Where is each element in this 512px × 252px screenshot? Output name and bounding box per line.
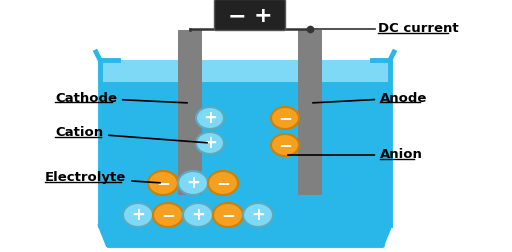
Ellipse shape: [271, 134, 299, 156]
Text: −: −: [216, 174, 230, 192]
Text: +: +: [253, 6, 272, 26]
Ellipse shape: [196, 107, 224, 129]
Polygon shape: [100, 60, 390, 245]
Text: −: −: [156, 174, 170, 192]
Ellipse shape: [153, 203, 183, 227]
Ellipse shape: [208, 171, 238, 195]
Text: Cathode: Cathode: [55, 91, 187, 105]
Text: −: −: [278, 109, 292, 127]
Ellipse shape: [271, 107, 299, 129]
Ellipse shape: [243, 203, 273, 227]
Ellipse shape: [213, 203, 243, 227]
Ellipse shape: [123, 203, 153, 227]
Text: +: +: [203, 134, 217, 152]
Bar: [178, 30, 202, 195]
Text: −: −: [161, 206, 175, 224]
Text: Electrolyte: Electrolyte: [45, 172, 160, 184]
Text: −: −: [228, 6, 246, 26]
Text: +: +: [186, 174, 200, 192]
Text: +: +: [203, 109, 217, 127]
Text: −: −: [278, 136, 292, 154]
Text: Anode: Anode: [313, 91, 428, 105]
Ellipse shape: [196, 132, 224, 154]
Polygon shape: [100, 60, 390, 82]
Ellipse shape: [178, 171, 208, 195]
Ellipse shape: [148, 171, 178, 195]
Text: +: +: [191, 206, 205, 224]
Text: Anion: Anion: [288, 148, 423, 162]
Text: −: −: [221, 206, 235, 224]
Ellipse shape: [183, 203, 213, 227]
Text: +: +: [131, 206, 145, 224]
Text: Cation: Cation: [55, 127, 207, 143]
FancyBboxPatch shape: [215, 0, 286, 30]
Bar: [298, 30, 322, 195]
Text: DC current: DC current: [378, 22, 459, 36]
Text: +: +: [251, 206, 265, 224]
